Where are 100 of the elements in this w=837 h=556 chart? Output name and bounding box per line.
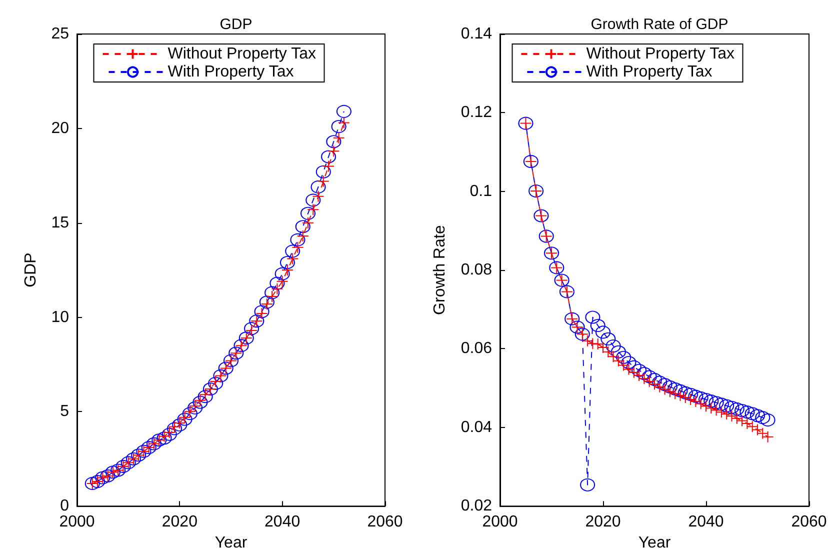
point — [331, 120, 346, 134]
point — [750, 409, 765, 422]
legend-label: Without Property Tax — [168, 46, 316, 62]
chart-title: Growth Rate of GDP — [590, 16, 728, 33]
point — [652, 376, 668, 389]
legend-label: With Property Tax — [168, 64, 294, 80]
point — [700, 400, 712, 412]
y-tick-label: 15 — [51, 214, 70, 232]
point — [274, 267, 290, 280]
y-tick-label: 0.12 — [460, 104, 492, 122]
point — [632, 364, 647, 377]
point — [693, 391, 708, 404]
point — [163, 426, 176, 438]
point — [290, 233, 306, 246]
point — [259, 296, 274, 309]
y-tick-label: 0.02 — [460, 498, 492, 515]
x-tick-label: 2040 — [688, 514, 724, 531]
point — [740, 406, 755, 419]
point — [326, 135, 342, 148]
point — [167, 422, 182, 436]
x-tick-label: 2000 — [482, 514, 518, 531]
x-tick-label: 2020 — [162, 514, 198, 531]
point — [705, 402, 718, 414]
point — [610, 345, 626, 358]
point — [321, 150, 336, 164]
point — [760, 413, 776, 426]
x-tick-label: 2020 — [585, 514, 621, 531]
y-tick-label: 20 — [51, 120, 70, 137]
point — [585, 310, 600, 324]
point — [184, 406, 196, 418]
point — [296, 230, 309, 242]
point — [192, 396, 208, 409]
x-axis-title: Year — [638, 534, 672, 552]
point — [292, 241, 304, 254]
point — [312, 190, 324, 202]
point — [316, 165, 331, 178]
point — [626, 360, 642, 374]
y-tick-label: 0.04 — [460, 418, 492, 436]
point — [194, 394, 206, 406]
point — [208, 376, 224, 390]
point — [328, 145, 340, 158]
y-tick-label: 0 — [60, 498, 70, 515]
y-axis-title: GDP — [22, 252, 40, 288]
legend-label: Without Property Tax — [586, 46, 734, 62]
point — [708, 396, 724, 410]
point — [182, 407, 198, 420]
point — [260, 298, 273, 310]
point — [729, 402, 744, 416]
point — [210, 375, 222, 388]
point — [199, 388, 212, 401]
point — [310, 180, 326, 194]
y-axis-title: Growth Rate — [432, 225, 448, 315]
point — [726, 410, 738, 422]
x-tick-label: 2060 — [367, 514, 403, 531]
point — [177, 412, 192, 426]
point — [306, 194, 321, 207]
x-tick-label: 2000 — [59, 514, 95, 531]
point — [684, 393, 697, 406]
point — [302, 216, 314, 229]
point — [266, 290, 278, 302]
point — [317, 175, 330, 188]
y-tick-label: 0.08 — [460, 262, 492, 279]
point — [714, 398, 729, 411]
point — [694, 398, 707, 410]
point — [698, 392, 714, 406]
point — [285, 244, 300, 258]
point — [198, 390, 213, 404]
legend-label: With Property Tax — [586, 64, 712, 80]
point — [178, 411, 191, 424]
x-tick-label: 2060 — [791, 514, 827, 531]
point — [264, 286, 280, 300]
point — [616, 350, 632, 364]
y-tick-label: 10 — [51, 308, 70, 326]
point — [322, 160, 335, 172]
point — [710, 404, 722, 416]
y-tick-label: 0.14 — [460, 26, 492, 42]
point — [719, 399, 734, 412]
point — [658, 383, 671, 396]
x-tick-label: 2040 — [264, 514, 300, 531]
point — [276, 275, 288, 288]
point — [664, 386, 676, 398]
point — [590, 319, 606, 332]
point — [156, 432, 172, 445]
point — [678, 386, 693, 400]
point — [636, 367, 652, 380]
point — [158, 430, 170, 442]
point — [596, 326, 610, 339]
point — [168, 420, 181, 433]
point — [683, 388, 698, 401]
point — [744, 407, 760, 420]
y-tick-label: 5 — [60, 403, 70, 420]
point — [338, 116, 350, 129]
point — [715, 406, 728, 418]
point — [280, 256, 295, 269]
point — [286, 252, 299, 265]
point — [674, 390, 686, 402]
point — [734, 404, 750, 417]
point — [300, 206, 316, 220]
point — [662, 380, 678, 394]
point — [600, 332, 616, 346]
